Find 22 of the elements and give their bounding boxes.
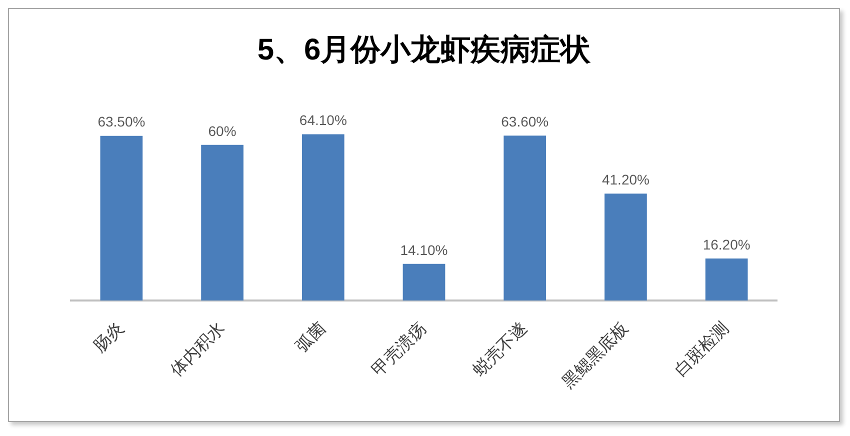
x-tick-label: 蜕壳不遂 xyxy=(469,318,531,380)
bar xyxy=(201,144,244,300)
bar xyxy=(302,134,344,300)
x-tick-label: 弧菌 xyxy=(292,318,330,356)
x-tick-label: 白斑检测 xyxy=(671,318,733,380)
x-tick-label: 体内积水 xyxy=(166,318,228,380)
bar xyxy=(100,136,143,300)
x-tick-label: 黑鳃黑底板 xyxy=(558,318,632,392)
data-label: 16.20% xyxy=(702,236,750,252)
bar xyxy=(402,264,446,300)
data-label: 60% xyxy=(208,122,236,139)
bar xyxy=(504,136,546,300)
data-label: 63.50% xyxy=(98,114,146,130)
data-label: 64.10% xyxy=(299,112,347,128)
data-label: 14.10% xyxy=(400,242,448,258)
bar xyxy=(604,194,647,300)
chart-title: 5、6月份小龙虾疾病症状 xyxy=(257,33,592,66)
data-label: 41.20% xyxy=(602,172,650,188)
data-label: 63.60% xyxy=(501,113,549,130)
x-tick-label: 甲壳溃疡 xyxy=(368,318,430,380)
bar xyxy=(705,258,748,300)
x-tick-label: 肠炎 xyxy=(90,318,128,356)
